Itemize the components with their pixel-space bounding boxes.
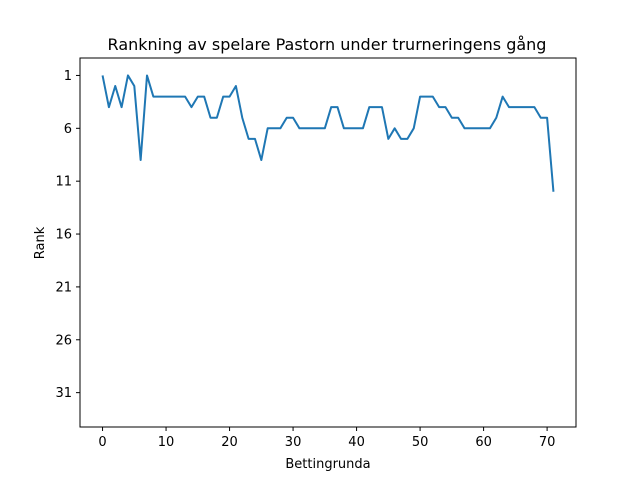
axes-frame (79, 57, 577, 428)
x-tick-label: 70 (539, 435, 556, 450)
series-line-rank (101, 74, 555, 192)
y-tick-label: 16 (55, 228, 72, 243)
y-tick-label: 21 (55, 280, 72, 295)
x-tick-label: 50 (412, 435, 429, 450)
x-tick-label: 30 (285, 435, 302, 450)
x-tick-label: 0 (98, 435, 106, 450)
x-tick-label: 10 (158, 435, 175, 450)
plot-area (101, 74, 555, 192)
x-axis-ticks: 0 10 20 30 40 50 60 70 (98, 427, 555, 450)
x-axis-label: Bettingrunda (285, 457, 370, 472)
y-tick-label: 6 (64, 122, 72, 137)
x-tick-label: 40 (348, 435, 365, 450)
y-tick-label: 31 (55, 386, 72, 401)
x-tick-label: 60 (475, 435, 492, 450)
y-tick-label: 1 (64, 69, 72, 84)
chart-title: Rankning av spelare Pastorn under trurne… (108, 35, 547, 54)
x-tick-label: 20 (221, 435, 238, 450)
y-tick-label: 11 (55, 175, 72, 190)
y-axis-label: Rank (33, 226, 48, 259)
y-tick-label: 26 (55, 333, 72, 348)
